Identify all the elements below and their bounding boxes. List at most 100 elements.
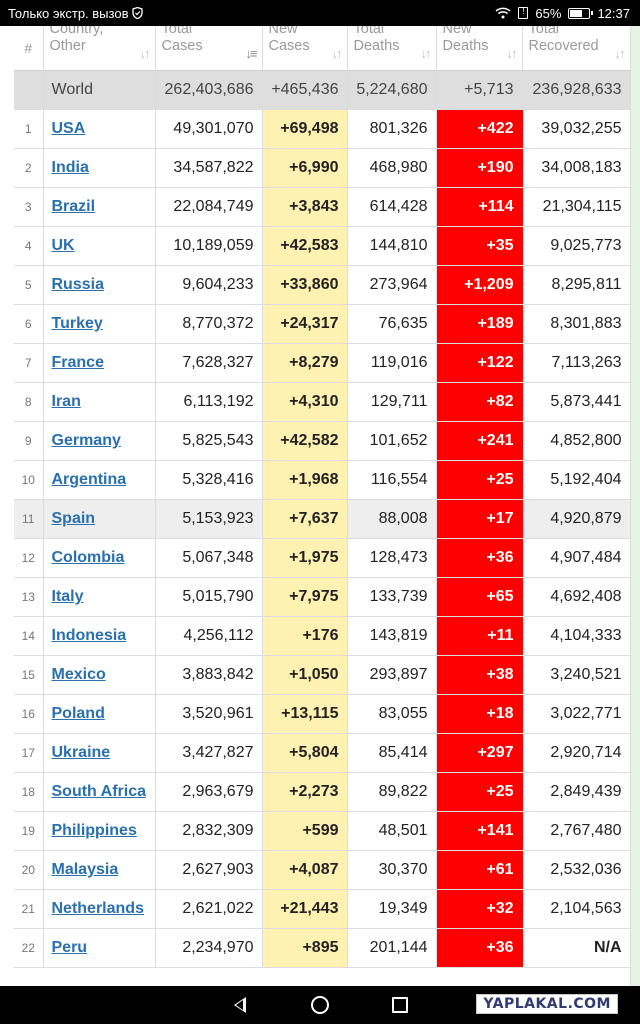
total-cases-cell: 3,427,827 bbox=[155, 733, 263, 773]
country-name[interactable]: India bbox=[51, 159, 89, 176]
total-cases-cell: 5,825,543 bbox=[155, 421, 263, 461]
row-num: 10 bbox=[14, 460, 44, 500]
header-num[interactable]: # bbox=[14, 26, 44, 71]
battery-icon bbox=[568, 7, 594, 19]
country-name[interactable]: South Africa bbox=[51, 783, 147, 800]
total-cases-cell: 9,604,233 bbox=[155, 265, 263, 305]
country-name[interactable]: Colombia bbox=[51, 549, 125, 566]
country-name[interactable]: Poland bbox=[51, 705, 105, 722]
back-button[interactable] bbox=[200, 986, 280, 1024]
country-link[interactable]: Brazil bbox=[43, 187, 156, 227]
world-new-deaths: +5,713 bbox=[436, 70, 523, 110]
header-total-cases-label: Total Cases bbox=[161, 26, 203, 54]
total-deaths-cell: 614,428 bbox=[347, 187, 437, 227]
country-name[interactable]: Argentina bbox=[51, 471, 127, 488]
country-name[interactable]: USA bbox=[51, 120, 86, 137]
country-link[interactable]: Indonesia bbox=[43, 616, 156, 656]
header-new-deaths[interactable]: New Deaths ↓↑ bbox=[436, 26, 523, 71]
recent-apps-button[interactable] bbox=[360, 986, 440, 1024]
covid-table-container[interactable]: # Country, Other ↓↑ Total Cases ↓≡ New Cas… bbox=[0, 26, 640, 986]
country-link[interactable]: Mexico bbox=[43, 655, 156, 695]
country-name[interactable]: Italy bbox=[51, 588, 84, 605]
new-deaths-cell: +241 bbox=[436, 421, 523, 461]
total-cases-cell: 2,627,903 bbox=[155, 850, 263, 890]
country-name[interactable]: Germany bbox=[51, 432, 121, 449]
header-country[interactable]: Country, Other ↓↑ bbox=[43, 26, 156, 71]
new-deaths-cell: +38 bbox=[436, 655, 523, 695]
country-name[interactable]: Peru bbox=[51, 939, 88, 956]
country-link[interactable]: India bbox=[43, 148, 156, 188]
table-row: 11 Spain 5,153,923 +7,637 88,008 +17 4,920,879 bbox=[14, 499, 631, 539]
table-row: 2 India 34,587,822 +6,990 468,980 +190 34,008,… bbox=[14, 148, 631, 188]
row-num: 13 bbox=[14, 577, 44, 617]
country-link[interactable]: Spain bbox=[43, 499, 156, 539]
country-name[interactable]: Iran bbox=[51, 393, 81, 410]
clock: 12:37 bbox=[597, 5, 630, 21]
status-right: ! 65% 12:37 bbox=[495, 6, 630, 21]
country-name[interactable]: Indonesia bbox=[51, 627, 127, 644]
total-deaths-cell: 801,326 bbox=[347, 109, 437, 149]
world-row: World 262,403,686 +465,436 5,224,680 +5,… bbox=[14, 70, 631, 110]
header-new-cases[interactable]: New Cases ↓↑ bbox=[262, 26, 348, 71]
country-link[interactable]: Russia bbox=[43, 265, 156, 305]
country-name[interactable]: France bbox=[51, 354, 104, 371]
new-cases-cell: +6,990 bbox=[262, 148, 348, 188]
country-link[interactable]: Italy bbox=[43, 577, 156, 617]
country-link[interactable]: Poland bbox=[43, 694, 156, 734]
header-num-label: # bbox=[24, 39, 33, 56]
total-cases-cell: 8,770,372 bbox=[155, 304, 263, 344]
sort-icon: ↓↑ bbox=[331, 46, 343, 61]
country-link[interactable]: UK bbox=[43, 226, 156, 266]
country-name[interactable]: UK bbox=[51, 237, 75, 254]
table-row: 17 Ukraine 3,427,827 +5,804 85,414 +297 2,920,… bbox=[14, 733, 631, 773]
country-name[interactable]: Malaysia bbox=[51, 861, 119, 878]
country-link[interactable]: Malaysia bbox=[43, 850, 156, 890]
table-row: 5 Russia 9,604,233 +33,860 273,964 +1,209 8,29… bbox=[14, 265, 631, 305]
country-link[interactable]: Netherlands bbox=[43, 889, 156, 929]
total-deaths-cell: 293,897 bbox=[347, 655, 437, 695]
country-name[interactable]: Ukraine bbox=[51, 744, 111, 761]
table-row: 4 UK 10,189,059 +42,583 144,810 +35 9,025,773 bbox=[14, 226, 631, 266]
country-link[interactable]: South Africa bbox=[43, 772, 156, 812]
total-recovered-cell: 2,767,480 bbox=[522, 811, 631, 851]
total-recovered-cell: 2,920,714 bbox=[522, 733, 631, 773]
header-total-cases[interactable]: Total Cases ↓≡ bbox=[155, 26, 263, 71]
country-link[interactable]: Turkey bbox=[43, 304, 156, 344]
total-cases-cell: 7,628,327 bbox=[155, 343, 263, 383]
country-link[interactable]: Germany bbox=[43, 421, 156, 461]
country-name[interactable]: Brazil bbox=[51, 198, 96, 215]
country-link[interactable]: Colombia bbox=[43, 538, 156, 578]
country-link[interactable]: USA bbox=[43, 109, 156, 149]
new-cases-cell: +42,582 bbox=[262, 421, 348, 461]
new-cases-cell: +33,860 bbox=[262, 265, 348, 305]
table-row: 10 Argentina 5,328,416 +1,968 116,554 +25 5,19… bbox=[14, 460, 631, 500]
header-total-recovered[interactable]: Total Recovered ↓↑ bbox=[522, 26, 631, 71]
total-deaths-cell: 85,414 bbox=[347, 733, 437, 773]
country-link[interactable]: Philippines bbox=[43, 811, 156, 851]
row-num: 1 bbox=[14, 109, 44, 149]
home-button[interactable] bbox=[280, 986, 360, 1024]
country-link[interactable]: France bbox=[43, 343, 156, 383]
country-link[interactable]: Peru bbox=[43, 928, 156, 968]
country-name[interactable]: Turkey bbox=[51, 315, 103, 332]
table-row: 15 Mexico 3,883,842 +1,050 293,897 +38 3,240,5… bbox=[14, 655, 631, 695]
country-link[interactable]: Iran bbox=[43, 382, 156, 422]
country-link[interactable]: Ukraine bbox=[43, 733, 156, 773]
country-name[interactable]: Philippines bbox=[51, 822, 137, 839]
country-link[interactable]: Argentina bbox=[43, 460, 156, 500]
left-gutter bbox=[0, 26, 14, 986]
country-name[interactable]: Mexico bbox=[51, 666, 106, 683]
total-cases-cell: 10,189,059 bbox=[155, 226, 263, 266]
total-cases-cell: 2,621,022 bbox=[155, 889, 263, 929]
header-total-deaths[interactable]: Total Deaths ↓↑ bbox=[347, 26, 437, 71]
country-name[interactable]: Spain bbox=[51, 510, 96, 527]
country-name[interactable]: Netherlands bbox=[51, 900, 144, 917]
table-row: 22 Peru 2,234,970 +895 201,144 +36 N/A bbox=[14, 928, 631, 968]
total-recovered-cell: 5,192,404 bbox=[522, 460, 631, 500]
total-deaths-cell: 88,008 bbox=[347, 499, 437, 539]
row-num: 12 bbox=[14, 538, 44, 578]
total-recovered-cell: 2,532,036 bbox=[522, 850, 631, 890]
new-cases-cell: +4,087 bbox=[262, 850, 348, 890]
new-cases-cell: +1,975 bbox=[262, 538, 348, 578]
country-name[interactable]: Russia bbox=[51, 276, 104, 293]
